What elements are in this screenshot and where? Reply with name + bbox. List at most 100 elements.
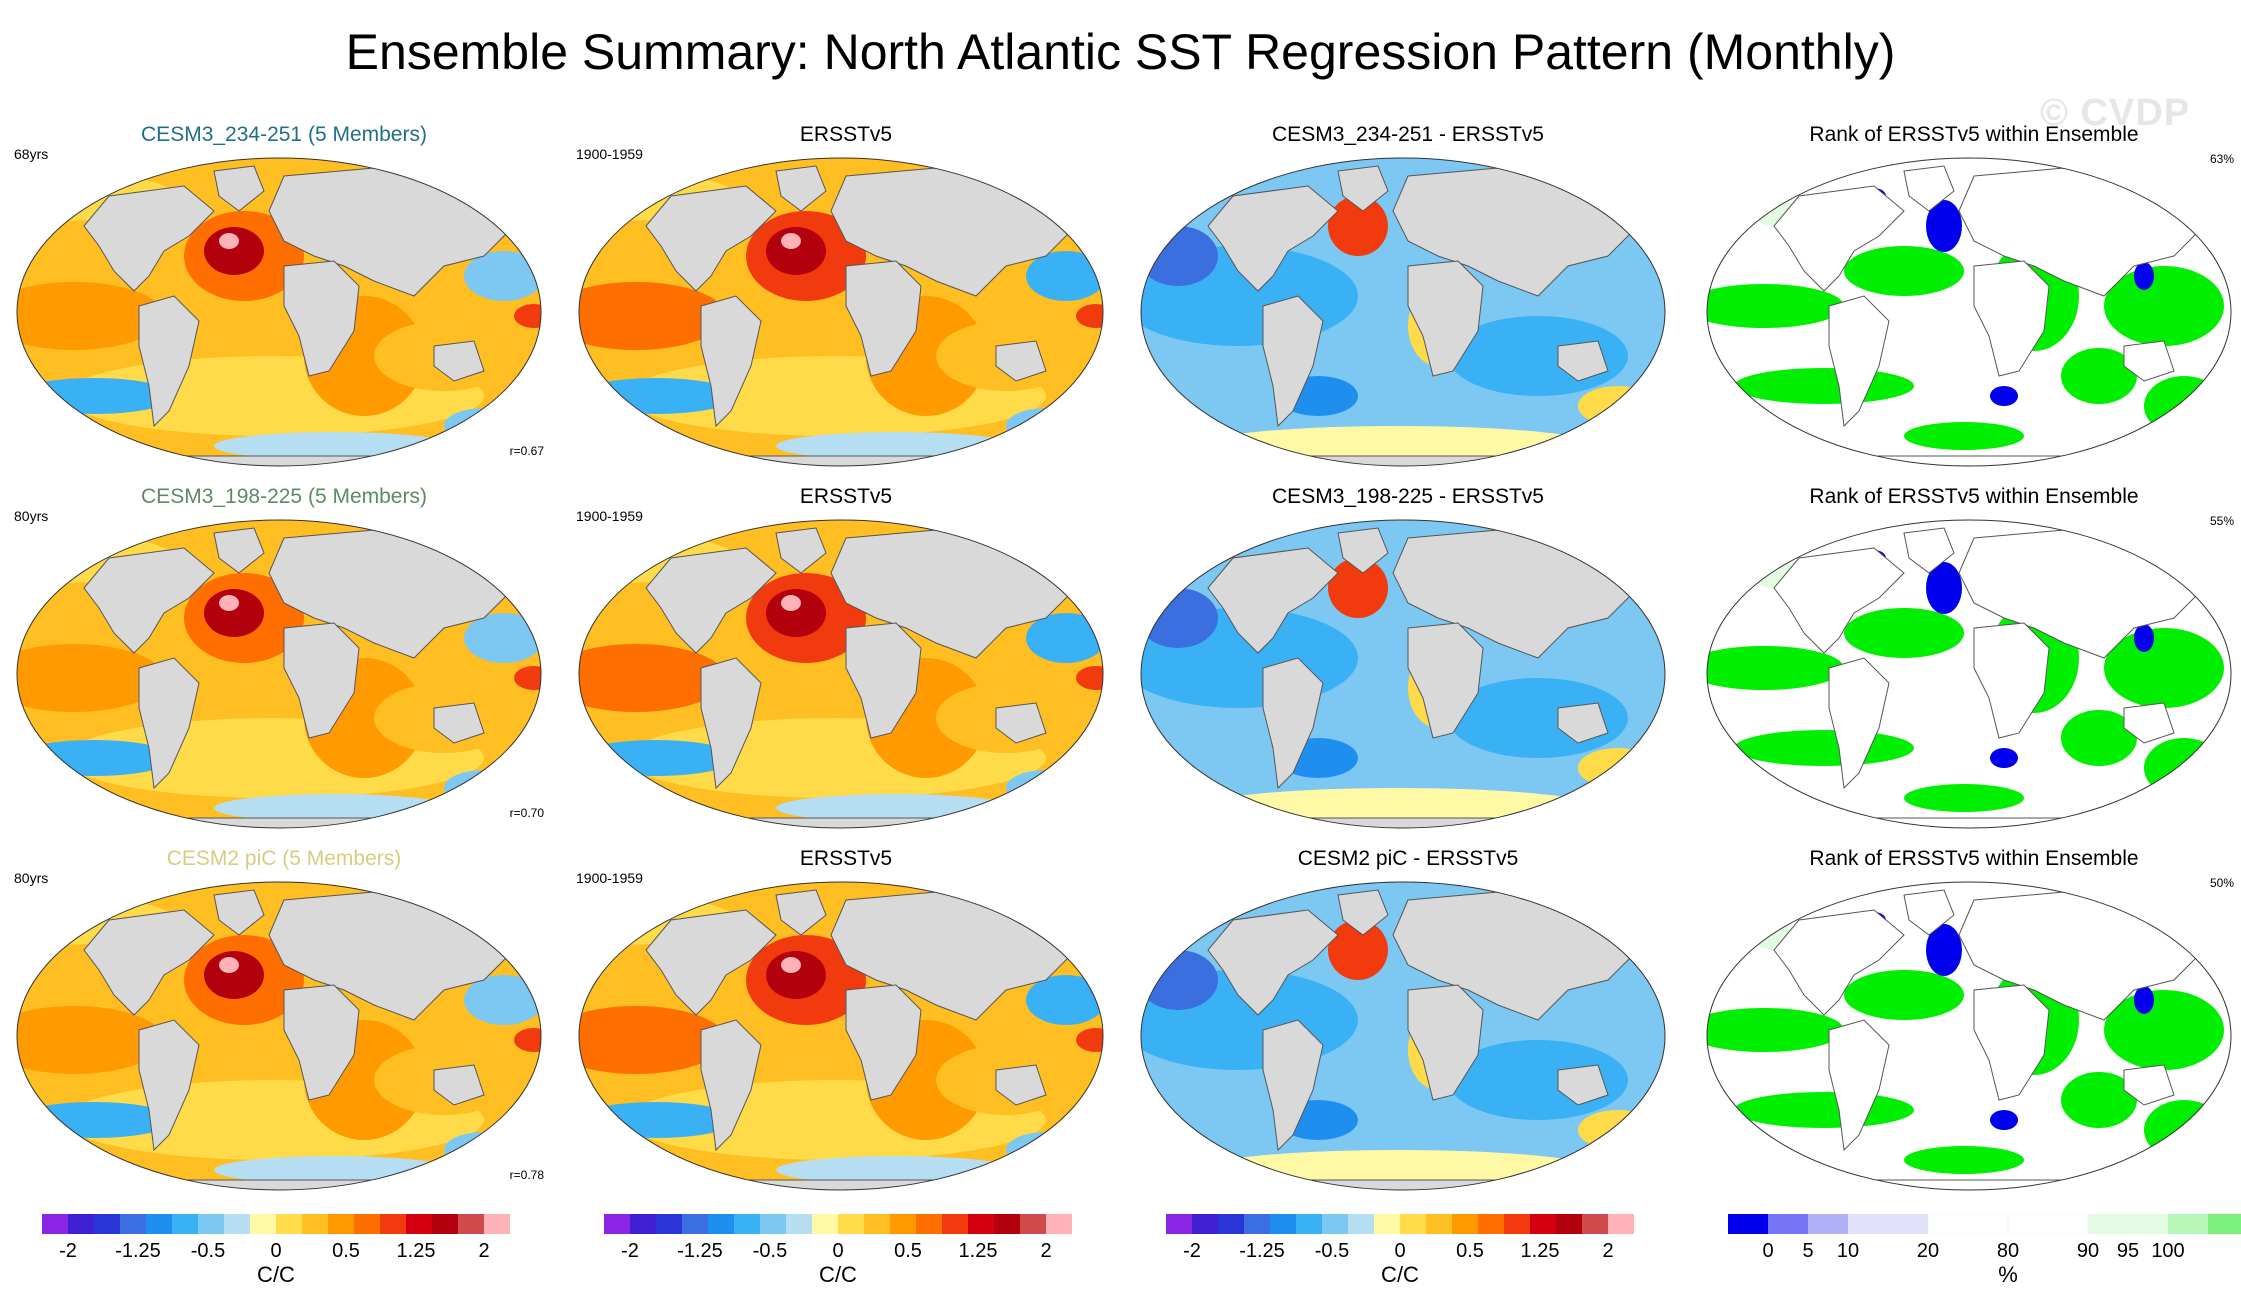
panel-title: ERSSTv5: [799, 847, 893, 870]
colorbar-tick-label: 1.25: [396, 1240, 436, 1262]
colorbar-swatch: [1374, 1214, 1400, 1234]
colorbar-swatch: [994, 1214, 1020, 1234]
colorbar-tick-label: 2: [1040, 1240, 1052, 1262]
colorbar-swatch: [1478, 1214, 1504, 1234]
colorbar-tick-label: 0.5: [894, 1240, 922, 1262]
colorbar-swatch: [2168, 1214, 2208, 1234]
colorbar-swatch: [302, 1214, 328, 1234]
map-panel-diff: CESM3_198-225 - ERSSTv5: [1138, 484, 1678, 834]
colorbar-swatch: [812, 1214, 838, 1234]
panel-title: CESM3_234-251 (5 Members): [141, 123, 427, 146]
colorbar-swatch: [1452, 1214, 1478, 1234]
world-map: [578, 519, 1104, 829]
world-map: [1706, 519, 2232, 829]
panel-title: CESM3_198-225 - ERSSTv5: [1272, 485, 1544, 508]
map-panel-rank: Rank of ERSSTv5 within Ensemble 55%: [1704, 484, 2241, 834]
world-map: [16, 519, 542, 829]
pattern-correlation: r=0.70: [509, 806, 544, 820]
colorbar-rank: 0 5 10 20 80 90 95 100%: [1728, 1214, 2241, 1294]
map-panel-obs: ERSSTv5 1900-1959: [576, 846, 1116, 1196]
colorbar-tick-label: 10: [1836, 1240, 1860, 1262]
world-map: [578, 157, 1104, 467]
colorbar-tick-label: -0.5: [190, 1240, 226, 1262]
colorbar-diff: -2 -1.25 -0.5 0 0.5 1.25 2 C/C: [1166, 1214, 1666, 1294]
colorbar-swatch: [406, 1214, 432, 1234]
world-map: [1140, 157, 1666, 467]
rank-percent: 50%: [2209, 876, 2234, 890]
colorbar-tick-label: 0: [270, 1240, 282, 1262]
colorbar-swatch: [1218, 1214, 1244, 1234]
colorbar-tick-label: 80: [1996, 1240, 2020, 1262]
colorbar-swatch: [1192, 1214, 1218, 1234]
watermark: © CVDP: [2040, 92, 2191, 134]
colorbar-swatch: [604, 1214, 630, 1234]
world-map: [16, 881, 542, 1191]
colorbar-swatch: [1728, 1214, 1768, 1234]
map-panel-rank: Rank of ERSSTv5 within Ensemble 63%: [1704, 122, 2241, 472]
colorbar-swatch: [760, 1214, 786, 1234]
colorbar-swatch: [1504, 1214, 1530, 1234]
colorbar-tick-label: 0.5: [332, 1240, 360, 1262]
years-label: 68yrs: [14, 146, 49, 162]
colorbar-swatch: [1556, 1214, 1582, 1234]
colorbar-swatch: [734, 1214, 760, 1234]
colorbar-swatch: [786, 1214, 812, 1234]
period-label: 1900-1959: [576, 508, 643, 524]
colorbar-tick-label: 2: [1602, 1240, 1614, 1262]
colorbar-obs: -2 -1.25 -0.5 0 0.5 1.25 2 C/C: [604, 1214, 1104, 1294]
rank-percent: 63%: [2209, 152, 2234, 166]
map-panel-model: CESM3_234-251 (5 Members) 68yrs r=0.67: [14, 122, 554, 472]
colorbar-swatch: [1244, 1214, 1270, 1234]
panel-title: ERSSTv5: [799, 485, 893, 508]
colorbar-swatch: [172, 1214, 198, 1234]
colorbar-tick-label: -1.25: [1239, 1240, 1285, 1262]
colorbar-swatch: [1582, 1214, 1608, 1234]
colorbar-swatch: [1928, 1214, 2008, 1234]
years-label: 80yrs: [14, 508, 49, 524]
colorbar-unit: C/C: [1381, 1262, 1419, 1287]
colorbar-swatch: [1020, 1214, 1046, 1234]
map-panel-obs: ERSSTv5 1900-1959: [576, 122, 1116, 472]
world-map: [1706, 881, 2232, 1191]
colorbar-swatch: [432, 1214, 458, 1234]
colorbar-tick-label: 0: [1394, 1240, 1406, 1262]
colorbar-swatch: [250, 1214, 276, 1234]
period-label: 1900-1959: [576, 146, 643, 162]
colorbar-tick-label: -2: [1183, 1240, 1201, 1262]
colorbar-swatch: [198, 1214, 224, 1234]
pattern-correlation: r=0.67: [509, 444, 544, 458]
colorbar-tick-label: -2: [59, 1240, 77, 1262]
colorbar-swatch: [2088, 1214, 2168, 1234]
colorbar-swatch: [42, 1214, 68, 1234]
colorbar-swatch: [68, 1214, 94, 1234]
period-label: 1900-1959: [576, 870, 643, 886]
colorbar-swatches: [42, 1214, 510, 1234]
panel-title: ERSSTv5: [799, 123, 893, 146]
world-map: [16, 157, 542, 467]
colorbar-tick-label: 0.5: [1456, 1240, 1484, 1262]
map-panel-model: CESM3_198-225 (5 Members) 80yrs r=0.70: [14, 484, 554, 834]
colorbar-tick-label: -0.5: [1314, 1240, 1350, 1262]
colorbar-swatch: [1530, 1214, 1556, 1234]
colorbar-swatch: [890, 1214, 916, 1234]
colorbar-swatch: [630, 1214, 656, 1234]
panel-title: CESM3_234-251 - ERSSTv5: [1272, 123, 1544, 146]
colorbar-swatch: [942, 1214, 968, 1234]
colorbar-swatch: [1166, 1214, 1192, 1234]
colorbar-swatch: [354, 1214, 380, 1234]
colorbar-swatch: [1808, 1214, 1848, 1234]
colorbar-tick-label: -1.25: [677, 1240, 723, 1262]
colorbar-swatch: [484, 1214, 510, 1234]
colorbar-swatch: [1768, 1214, 1808, 1234]
map-panel-diff: CESM3_234-251 - ERSSTv5: [1138, 122, 1678, 472]
colorbar-swatch: [1348, 1214, 1374, 1234]
colorbar-tick-label: 20: [1916, 1240, 1940, 1262]
colorbar-swatch: [276, 1214, 302, 1234]
colorbar-unit: %: [1998, 1262, 2018, 1287]
colorbar-swatch: [146, 1214, 172, 1234]
world-map: [1706, 157, 2232, 467]
map-panel-diff: CESM2 piC - ERSSTv5: [1138, 846, 1678, 1196]
world-map: [1140, 519, 1666, 829]
colorbar-model: -2 -1.25 -0.5 0 0.5 1.25 2 C/C: [42, 1214, 542, 1294]
map-panel-obs: ERSSTv5 1900-1959: [576, 484, 1116, 834]
